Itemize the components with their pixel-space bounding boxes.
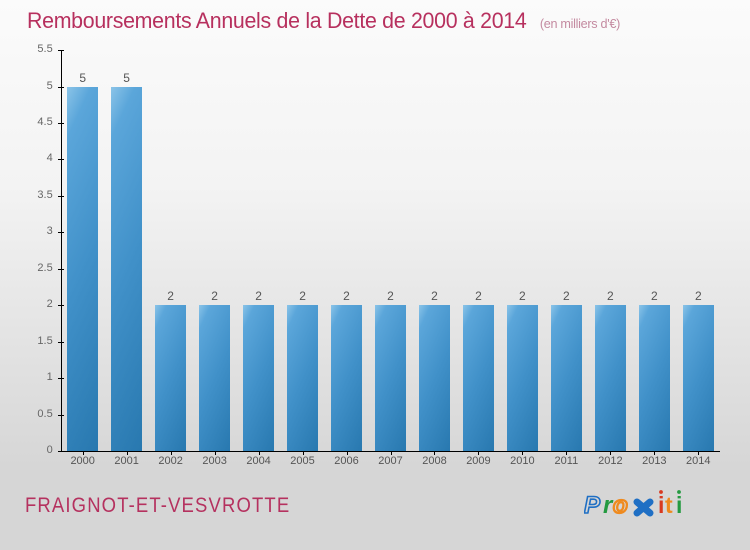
svg-text:t: t (665, 492, 673, 518)
svg-text:P: P (584, 492, 601, 519)
svg-text:i: i (658, 492, 664, 518)
svg-text:i: i (676, 492, 682, 518)
svg-text:o: o (613, 492, 628, 519)
